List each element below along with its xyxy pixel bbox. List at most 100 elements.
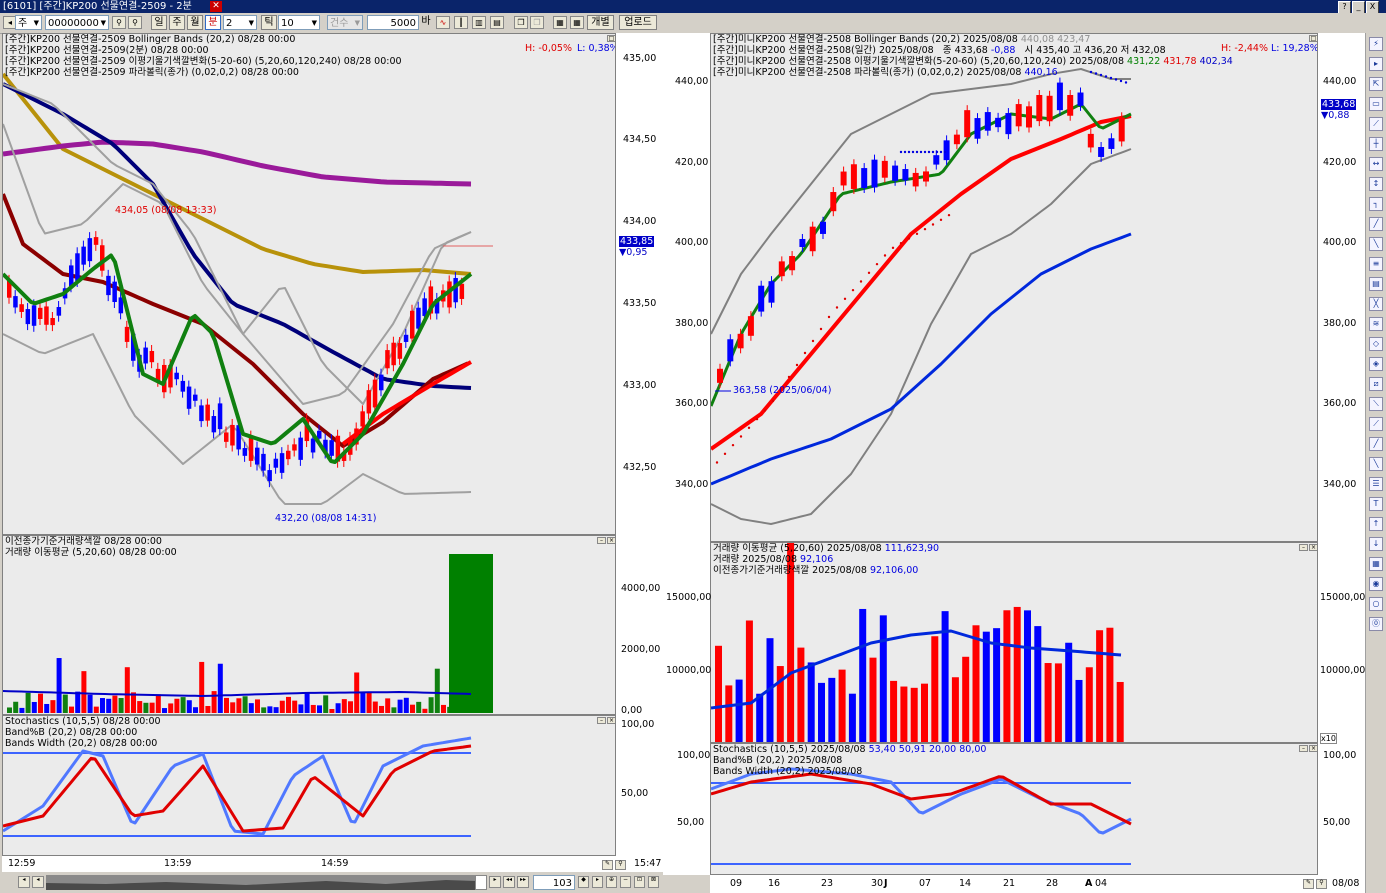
play-icon[interactable]: ◆ (578, 876, 589, 888)
individual-button[interactable]: 개별 (587, 15, 614, 30)
drawing-tool-icon[interactable]: ⚡ (1369, 37, 1383, 51)
pane-close-icon[interactable]: × (607, 717, 615, 724)
tick-button[interactable]: 틱 (261, 15, 277, 30)
drawing-tool-icon[interactable]: ↕ (1369, 177, 1383, 191)
drawing-tool-icon[interactable]: ≡ (1369, 257, 1383, 271)
bar-chart-icon[interactable]: ▥ (472, 16, 486, 29)
scroll-first-icon[interactable]: ◂ (18, 876, 30, 888)
pane-close-icon[interactable]: × (1309, 544, 1317, 551)
pane-max-icon[interactable]: □ (1309, 35, 1317, 42)
drawing-tool-icon[interactable]: ┐ (1369, 197, 1383, 211)
drawing-tool-icon[interactable]: ╲ (1369, 457, 1383, 471)
drawing-tool-icon[interactable]: ╱ (1369, 217, 1383, 231)
left-price-pane[interactable]: [주간]KP200 선물연결-2509 Bollinger Bands (20,… (2, 33, 616, 535)
drawing-tool-icon[interactable]: ⧄ (1369, 377, 1383, 391)
pane-min-icon[interactable]: – (1299, 745, 1308, 752)
right-stochastic-pane[interactable]: Stochastics (10,5,5) 2025/08/08 53,40 50… (710, 743, 1318, 875)
drawing-tool-icon[interactable]: ⟋ (1369, 417, 1383, 431)
next-frame-icon[interactable]: ▸ (592, 876, 603, 888)
drawing-tool-icon[interactable]: ⟋ (1369, 117, 1383, 131)
minimize-button[interactable]: _ (1352, 1, 1365, 14)
pane-min-icon[interactable]: – (597, 537, 606, 544)
drawing-tool-icon[interactable]: ◇ (1369, 337, 1383, 351)
indicator-icon[interactable]: ▤ (490, 16, 504, 29)
zoom-out-icon[interactable]: − (620, 876, 631, 888)
scroll-thumb[interactable] (475, 875, 487, 890)
period-day-button[interactable]: 일 (151, 15, 167, 30)
drawing-tool-icon[interactable]: ↔ (1369, 157, 1383, 171)
drawing-tool-icon[interactable]: ╱ (1369, 437, 1383, 451)
reset-icon[interactable]: ⊠ (648, 876, 659, 888)
drawing-tool-icon[interactable]: ▦ (1369, 557, 1383, 571)
pane-min-icon[interactable]: – (1299, 544, 1308, 551)
drawing-tool-icon[interactable]: ▸ (1369, 57, 1383, 71)
volume-bar (848, 693, 856, 742)
drawing-tool-icon[interactable]: ⟍ (1369, 397, 1383, 411)
drawing-tool-icon[interactable]: ◈ (1369, 357, 1383, 371)
right-date-tick: 23 (821, 878, 834, 889)
tab-close-icon[interactable]: ✕ (210, 1, 222, 12)
pane-close-icon[interactable]: × (1309, 745, 1317, 752)
pane-min-icon[interactable]: – (597, 717, 606, 724)
scroll-right-icon[interactable]: ▸ (489, 876, 501, 888)
pane-close-icon[interactable]: × (607, 537, 615, 544)
menu-icon[interactable]: ◂ (3, 16, 17, 29)
candle-icon[interactable]: ┃ (454, 16, 468, 29)
drawing-tool-icon[interactable]: T (1369, 497, 1383, 511)
scroll-next-icon[interactable]: ▸▸ (517, 876, 529, 888)
paste-icon[interactable]: ❐ (530, 16, 544, 29)
period-type-select[interactable]: 주 ▼ (15, 15, 42, 30)
drawing-tool-icon[interactable]: ≋ (1369, 317, 1383, 331)
left-stochastic-pane[interactable]: Stochastics (10,5,5) 08/28 00:00 Band%B … (2, 715, 616, 856)
pane-max-icon[interactable]: □ (607, 35, 615, 42)
scroll-count-input[interactable]: 103 (533, 875, 575, 890)
candle-body (391, 342, 396, 366)
candle-body (106, 275, 111, 296)
copy-icon[interactable]: ❐ (514, 16, 528, 29)
layout-icon[interactable]: ▦ (553, 16, 567, 29)
crosshair-icon[interactable]: ⊕ (606, 876, 617, 888)
candle-body (1036, 95, 1043, 122)
right-price-pane[interactable]: [주간]미니KP200 선물연결-2508 Bollinger Bands (2… (710, 33, 1318, 542)
drawing-tool-icon[interactable]: ○ (1369, 597, 1383, 611)
sar-dot (1099, 73, 1103, 77)
drawing-tool-icon[interactable]: ▤ (1369, 277, 1383, 291)
drawing-tool-icon[interactable]: ⓪ (1369, 617, 1383, 631)
zoom-icon[interactable]: ⚲ (128, 16, 142, 29)
drawing-tool-icon[interactable]: ↓ (1369, 537, 1383, 551)
code-input[interactable]: 00000000 ▼ (45, 15, 109, 30)
edit-icon[interactable]: ✎ (602, 860, 613, 870)
tick-select[interactable]: 10 ▼ (278, 15, 320, 30)
scroll-last-icon[interactable]: ◂◂ (503, 876, 515, 888)
period-minute-button[interactable]: 분 (205, 15, 221, 30)
drawing-tool-icon[interactable]: ╲ (1369, 237, 1383, 251)
drawing-tool-icon[interactable]: ☰ (1369, 477, 1383, 491)
scroll-track[interactable] (46, 875, 476, 890)
volume-bar (1054, 663, 1062, 742)
count-select[interactable]: 건수 ▼ (327, 15, 363, 30)
upload-button[interactable]: 업로드 (619, 15, 657, 30)
drawing-tool-icon[interactable]: ⇱ (1369, 77, 1383, 91)
edit-icon[interactable]: ✎ (1303, 879, 1314, 889)
scroll-left-icon[interactable]: ◂ (32, 876, 44, 888)
right-volume-legend-vol: 거래량 2025/08/08 92,106 (713, 554, 834, 565)
ma-gold-line (3, 72, 472, 276)
zoom-icon[interactable]: ⚲ (615, 860, 626, 870)
left-volume-pane[interactable]: 이전종가기준거래량색깔 08/28 00:00 거래량 이동평균 (5,20,6… (2, 535, 616, 715)
search-icon[interactable]: ⚲ (112, 16, 126, 29)
zoom-icon[interactable]: ⚲ (1316, 879, 1327, 889)
drawing-tool-icon[interactable]: ┼ (1369, 137, 1383, 151)
right-volume-pane[interactable]: 거래량 이동평균 (5,20,60) 2025/08/08 111,623,90… (710, 542, 1318, 743)
count-input[interactable]: 5000 (367, 15, 419, 30)
period-month-button[interactable]: 월 (187, 15, 203, 30)
volume-bar (211, 691, 217, 713)
period-week-button[interactable]: 주 (169, 15, 185, 30)
drawing-tool-icon[interactable]: ◉ (1369, 577, 1383, 591)
grid-icon[interactable]: ▦ (570, 16, 584, 29)
interval-select[interactable]: 2 ▼ (223, 15, 257, 30)
drawing-tool-icon[interactable]: ↑ (1369, 517, 1383, 531)
drawing-tool-icon[interactable]: ╳ (1369, 297, 1383, 311)
fit-icon[interactable]: ⊡ (634, 876, 645, 888)
drawing-tool-icon[interactable]: ▭ (1369, 97, 1383, 111)
line-chart-icon[interactable]: ∿ (436, 16, 450, 29)
